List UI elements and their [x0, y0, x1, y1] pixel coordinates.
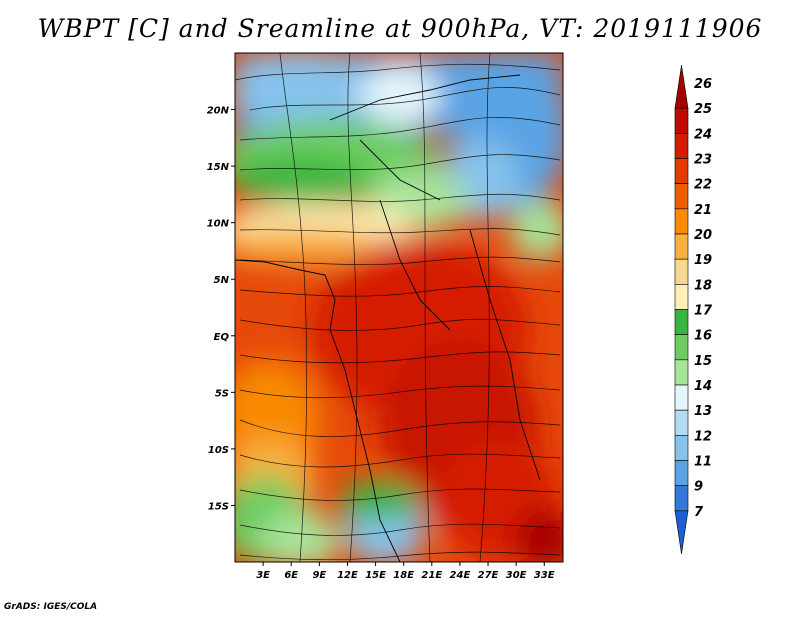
- colorbar-segment: [674, 334, 689, 361]
- colorbar-segment: [674, 233, 689, 260]
- colorbar-label: 16: [694, 329, 712, 344]
- colorbar-label: 19: [694, 253, 712, 268]
- colorbar-label: 9: [694, 480, 703, 495]
- lat-tick-label: 10S: [208, 445, 229, 456]
- colorbar-segment: [674, 133, 689, 159]
- colorbar-segment: [674, 107, 689, 134]
- lat-tick-label: 15S: [208, 501, 229, 512]
- lat-tick-label: 15N: [207, 162, 230, 173]
- colorbar-bottom-arrow: [674, 510, 689, 555]
- lon-tick-label: 18E: [393, 570, 414, 581]
- lon-tick-label: 3E: [256, 570, 270, 581]
- lon-tick-label: 6E: [284, 570, 298, 581]
- longitude-axis: 3E 6E 9E 12E 15E 18E 21E 24E 27E 30E 33E: [256, 562, 555, 581]
- colorbar-segment: [674, 409, 689, 436]
- colorbar-label: 7: [694, 505, 704, 520]
- colorbar-label: 26: [694, 77, 712, 92]
- colorbar-top-arrow: [674, 64, 689, 109]
- colorbar-label: 24: [694, 127, 712, 142]
- colorbar-segment: [674, 208, 689, 235]
- colorbar-label: 25: [694, 102, 712, 117]
- colorbar-label: 18: [694, 278, 712, 293]
- lon-tick-label: 27E: [478, 570, 499, 581]
- lon-tick-label: 21E: [421, 570, 442, 581]
- colorbar-label: 12: [694, 429, 712, 444]
- colorbar-segment: [674, 485, 689, 512]
- colorbar-segment: [674, 359, 689, 386]
- lat-tick-label: EQ: [214, 332, 230, 343]
- lon-tick-label: 12E: [337, 570, 358, 581]
- colorbar-segment: [674, 258, 689, 285]
- colorbar-segment: [674, 284, 689, 310]
- colorbar-label: 21: [694, 203, 712, 218]
- colorbar-label: 22: [694, 178, 712, 193]
- boundaries: [235, 74, 541, 562]
- temperature-field: [235, 53, 563, 562]
- colorbar-label: 13: [694, 404, 712, 419]
- map-frame: [234, 52, 564, 563]
- lon-tick-label: 9E: [312, 570, 326, 581]
- colorbar-segment: [674, 183, 689, 210]
- colorbar: 26 25 24 23 22 21 20 19 18 17 16 15 14 13 12 11 9 7: [674, 64, 713, 555]
- colorbar-label: 17: [694, 304, 713, 319]
- colorbar-segment: [674, 460, 689, 486]
- grads-credit: GrADS: IGES/COLA: [4, 602, 98, 612]
- lon-tick-label: 33E: [534, 570, 555, 581]
- colorbar-segment: [674, 435, 689, 461]
- colorbar-segment: [674, 158, 689, 184]
- colorbar-label: 23: [694, 153, 712, 168]
- lon-tick-label: 15E: [365, 570, 386, 581]
- lon-tick-label: 24E: [450, 570, 471, 581]
- lat-tick-label: 5S: [215, 388, 229, 399]
- colorbar-label: 20: [694, 228, 712, 243]
- lat-tick-label: 20N: [207, 106, 230, 117]
- colorbar-label: 15: [694, 354, 712, 369]
- colorbar-segment: [674, 309, 689, 335]
- lat-tick-label: 10N: [207, 219, 230, 230]
- colorbar-segment: [674, 384, 689, 411]
- colorbar-label: 14: [694, 379, 712, 394]
- lon-tick-label: 30E: [506, 570, 527, 581]
- latitude-axis: 20N 15N 10N 5N EQ 5S 10S 15S: [207, 106, 235, 512]
- lat-tick-label: 5N: [214, 275, 230, 286]
- colorbar-label: 11: [694, 455, 712, 470]
- chart-title: WBPT [C] and Sreamline at 900hPa, VT: 20…: [37, 14, 763, 43]
- streamlines: [235, 53, 561, 562]
